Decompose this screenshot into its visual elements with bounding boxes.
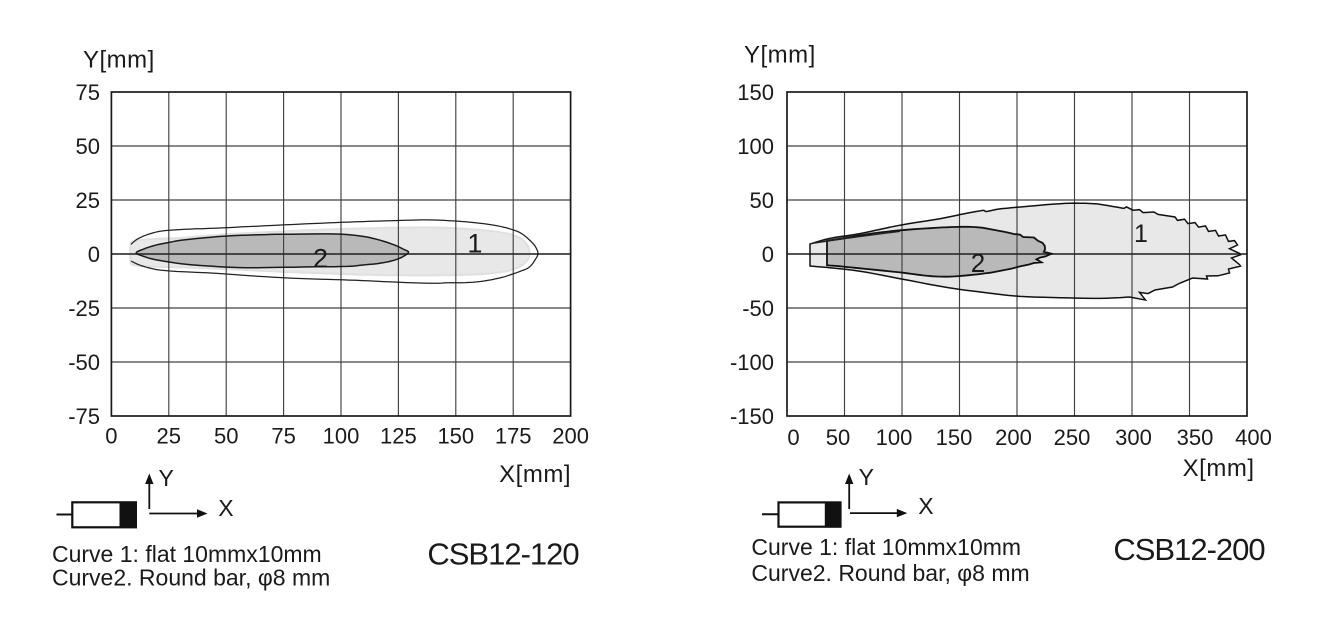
svg-text:X: X bbox=[218, 495, 233, 521]
svg-text:25: 25 bbox=[157, 424, 181, 449]
svg-text:Y[mm]: Y[mm] bbox=[83, 47, 155, 74]
svg-text:200: 200 bbox=[995, 425, 1032, 450]
svg-text:125: 125 bbox=[380, 424, 417, 449]
svg-text:100: 100 bbox=[323, 424, 360, 449]
svg-text:-100: -100 bbox=[730, 350, 774, 375]
svg-text:200: 200 bbox=[552, 424, 589, 449]
svg-text:Curve 1: flat 10mmx10mm: Curve 1: flat 10mmx10mm bbox=[52, 541, 322, 567]
svg-text:175: 175 bbox=[495, 424, 532, 449]
svg-text:0: 0 bbox=[762, 242, 774, 267]
svg-text:CSB12-120: CSB12-120 bbox=[427, 537, 579, 572]
svg-text:CSB12-200: CSB12-200 bbox=[1113, 532, 1265, 567]
svg-text:50: 50 bbox=[214, 424, 238, 449]
svg-text:1: 1 bbox=[467, 229, 482, 259]
svg-text:50: 50 bbox=[76, 134, 100, 159]
svg-text:Y[mm]: Y[mm] bbox=[744, 42, 816, 69]
svg-text:100: 100 bbox=[737, 134, 774, 159]
svg-text:300: 300 bbox=[1115, 425, 1152, 450]
svg-text:50: 50 bbox=[750, 188, 774, 213]
svg-text:Curve2. Round bar, φ8 mm: Curve2. Round bar, φ8 mm bbox=[751, 560, 1029, 586]
svg-text:2: 2 bbox=[313, 244, 328, 274]
svg-text:75: 75 bbox=[76, 80, 100, 105]
svg-text:X: X bbox=[918, 493, 933, 519]
svg-text:0: 0 bbox=[105, 424, 117, 449]
svg-text:-75: -75 bbox=[68, 404, 100, 429]
svg-text:Y: Y bbox=[859, 464, 874, 490]
svg-text:50: 50 bbox=[826, 425, 850, 450]
svg-text:Y: Y bbox=[159, 465, 174, 491]
svg-text:350: 350 bbox=[1177, 425, 1214, 450]
svg-text:X[mm]: X[mm] bbox=[499, 461, 571, 488]
svg-text:150: 150 bbox=[936, 425, 973, 450]
svg-text:-50: -50 bbox=[68, 350, 100, 375]
svg-text:Curve2. Round bar, φ8 mm: Curve2. Round bar, φ8 mm bbox=[52, 564, 330, 590]
svg-text:400: 400 bbox=[1235, 425, 1272, 450]
svg-text:Curve 1: flat 10mmx10mm: Curve 1: flat 10mmx10mm bbox=[751, 534, 1021, 560]
svg-text:150: 150 bbox=[437, 424, 474, 449]
svg-text:2: 2 bbox=[971, 248, 985, 278]
svg-text:0: 0 bbox=[88, 242, 100, 267]
svg-text:75: 75 bbox=[271, 424, 295, 449]
svg-text:100: 100 bbox=[876, 425, 913, 450]
svg-text:X[mm]: X[mm] bbox=[1183, 455, 1255, 482]
svg-text:150: 150 bbox=[737, 80, 774, 105]
svg-text:1: 1 bbox=[1134, 220, 1148, 248]
svg-text:-25: -25 bbox=[68, 296, 100, 321]
svg-text:-50: -50 bbox=[742, 296, 774, 321]
svg-text:-150: -150 bbox=[730, 404, 774, 429]
svg-text:250: 250 bbox=[1054, 425, 1091, 450]
svg-text:25: 25 bbox=[76, 188, 100, 213]
svg-text:0: 0 bbox=[787, 425, 799, 450]
